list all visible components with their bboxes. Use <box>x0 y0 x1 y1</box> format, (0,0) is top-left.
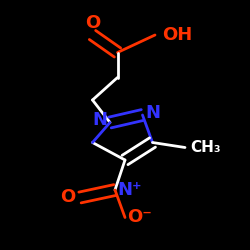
Text: N: N <box>145 104 160 122</box>
Text: O: O <box>85 14 100 32</box>
Text: OH: OH <box>162 26 193 44</box>
Text: N: N <box>92 111 108 129</box>
Text: O⁻: O⁻ <box>128 208 152 226</box>
Text: N⁺: N⁺ <box>118 181 142 199</box>
Text: CH₃: CH₃ <box>190 140 221 155</box>
Text: O: O <box>60 188 75 206</box>
